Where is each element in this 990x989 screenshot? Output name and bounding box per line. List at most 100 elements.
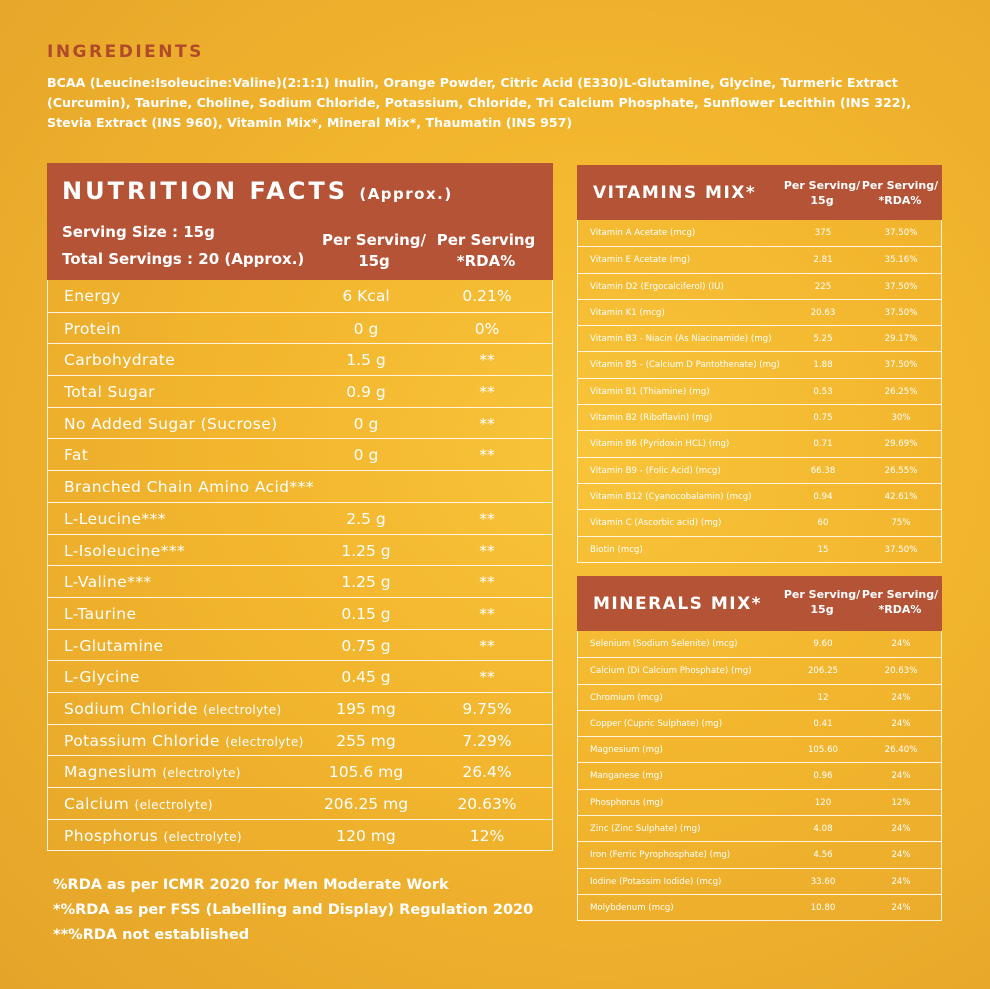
nutrient-rda: ** (479, 541, 495, 560)
vitamin-rda: 37.50% (884, 307, 918, 318)
nutrient-label: L-Glycine (64, 668, 140, 687)
nutrition-row: Magnesium (electrolyte) 105.6 mg 26.4% (48, 755, 552, 787)
nutrient-label: Potassium Chloride (64, 731, 226, 750)
nutrition-title-text: NUTRITION FACTS (62, 177, 348, 205)
nutrient-name: L-Glutamine (64, 637, 163, 655)
vitamin-rda: 37.50% (884, 360, 918, 371)
mineral-row: Manganese (mg) 0.96 24% (578, 762, 941, 788)
mineral-value: 9.60 (813, 639, 833, 649)
mineral-value: 206.25 (807, 666, 839, 677)
nutrient-note: (electrolyte) (163, 829, 242, 844)
nutrient-label: Magnesium (64, 763, 163, 782)
nutrition-facts-title: NUTRITION FACTS (Approx.) (62, 177, 453, 205)
nutrient-value: 1.25 g (341, 541, 391, 560)
nutrient-rda: ** (479, 414, 495, 433)
nutrient-rda: 0% (474, 319, 500, 338)
mineral-row: Magnesium (mg) 105.60 26.40% (578, 736, 941, 762)
vitamin-value: 0.71 (813, 439, 833, 450)
serving-info: Serving Size : 15g Total Servings : 20 (… (62, 219, 304, 273)
nutrition-row: Protein 0 g 0% (48, 311, 552, 344)
vitamin-row: Vitamin B12 (Cyanocobalamin) (mcg) 0.94 42… (578, 482, 941, 509)
nutrient-value: 255 mg (336, 731, 396, 750)
vitamin-rda: 35.16% (884, 255, 918, 266)
nutrient-rda: ** (479, 668, 495, 687)
nutrient-label: L-Glutamine (64, 636, 164, 655)
vitamin-rda: 29.17% (884, 334, 918, 345)
nutrient-rda: ** (479, 636, 495, 655)
nutrient-label: Protein (64, 319, 122, 338)
mineral-name: Copper (Cupric Sulphate) (mg) (590, 718, 723, 729)
nutrient-name: L-Leucine*** (64, 510, 166, 528)
vitamins-mix-table: VITAMINS MIX* Per Serving/ 15g Per Servi… (577, 165, 942, 563)
column-per-serving: Per Serving/ 15g (322, 231, 426, 270)
nutrient-label: L-Isoleucine*** (64, 541, 186, 560)
nutrient-name: Calcium (electrolyte) (64, 795, 213, 813)
vitamin-rda: 29.69% (884, 439, 918, 450)
nutrient-note: (electrolyte) (203, 702, 282, 717)
nutrition-rows: Energy 6 Kcal 0.21% Protein 0 g 0% Carbohydrat… (47, 280, 553, 852)
nutrient-label: Phosphorus (64, 826, 164, 845)
nutrient-label: L-Leucine*** (64, 509, 166, 528)
vitamin-row: Vitamin E Acetate (mg) 2.81 35.16% (578, 246, 941, 272)
minerals-mix-table: MINERALS MIX* Per Serving/ 15g Per Servi… (577, 576, 942, 922)
nutrient-name: Phosphorus (electrolyte) (64, 827, 242, 845)
nutrient-name: L-Valine*** (64, 573, 152, 591)
footnote-1: %RDA as per ICMR 2020 for Men Moderate W… (53, 877, 449, 893)
mineral-value: 0.96 (813, 771, 833, 782)
mineral-value: 33.60 (810, 876, 836, 887)
mineral-value: 0.41 (813, 718, 833, 729)
vitamin-rda: 75% (891, 518, 911, 529)
mineral-name: Molybdenum (mcg) (590, 902, 674, 913)
mineral-name: Iron (Ferric Pyrophosphate) (mg) (590, 850, 731, 861)
nutrient-rda: ** (479, 383, 495, 402)
nutrient-name: Fat (64, 446, 88, 464)
nutrient-value: 0.9 g (346, 383, 386, 402)
vitamin-name: Vitamin B2 (Riboflavin) (mg) (590, 413, 713, 424)
vitamins-rows: Vitamin A Acetate (mcg) 375 37.50% Vitamin … (577, 220, 942, 563)
nutrition-row: L-Leucine*** 2.5 g ** (48, 501, 552, 534)
mineral-name: Iodine (Potassim Iodide) (mcg) (590, 876, 722, 887)
mineral-row: Molybdenum (mcg) 10.80 24% (578, 893, 941, 920)
nutrition-row: Branched Chain Amino Acid*** (48, 470, 552, 502)
mineral-rda: 24% (891, 824, 911, 835)
vitamin-rda: 37.50% (884, 228, 918, 238)
column-rda: Per Serving *RDA% (436, 231, 536, 270)
nutrient-name: Potassium Chloride (electrolyte) (64, 732, 304, 750)
nutrient-note: (electrolyte) (225, 734, 304, 749)
nutrient-note: (electrolyte) (162, 766, 241, 781)
minerals-mix-header: MINERALS MIX* Per Serving/ 15g Per Servi… (577, 576, 942, 631)
nutrient-label: Branched Chain Amino Acid*** (64, 478, 314, 497)
nutrient-value: 0 g (353, 414, 379, 433)
nutrient-label: L-Taurine (64, 604, 137, 623)
vitamin-row: Biotin (mcg) 15 37.50% (578, 535, 941, 562)
nutrient-name: Branched Chain Amino Acid*** (64, 478, 314, 496)
nutrition-row: Phosphorus (electrolyte) 120 mg 12% (48, 818, 552, 851)
mineral-value: 105.60 (807, 745, 839, 756)
nutrient-value: 120 mg (336, 826, 396, 845)
nutrient-label: L-Valine*** (64, 573, 152, 592)
nutrient-value: 206.25 mg (323, 795, 409, 813)
nutrient-name: Total Sugar (64, 383, 155, 401)
ingredients-text: BCAA (Leucine:Isoleucine:Valine)(2:1:1) … (47, 75, 912, 130)
nutrient-value: 0.75 g (341, 636, 391, 655)
minerals-col-rda: Per Serving/ *RDA% (861, 588, 939, 616)
vitamins-mix-title: VITAMINS MIX* (593, 183, 757, 203)
vitamin-row: Vitamin B6 (Pyridoxin HCL) (mg) 0.71 29.69… (578, 430, 941, 456)
vitamin-row: Vitamin B1 (Thiamine) (mg) 0.53 26.25% (578, 377, 941, 404)
nutrition-row: L-Isoleucine*** 1.25 g ** (48, 533, 552, 566)
mineral-row: Calcium (Di Calcium Phosphate) (mg) 206.2… (578, 657, 941, 683)
mineral-row: Phosphorus (mg) 120 12% (578, 788, 941, 815)
vitamin-rda: 42.61% (884, 491, 918, 502)
vitamins-col-per-serving: Per Serving/ 15g (783, 179, 861, 207)
nutrient-name: Carbohydrate (64, 351, 175, 369)
nutrient-rda: 0.21% (462, 287, 512, 305)
mineral-name: Chromium (mcg) (590, 692, 663, 703)
nutrition-facts-header: NUTRITION FACTS (Approx.) Serving Size :… (47, 163, 553, 280)
mineral-row: Selenium (Sodium Selenite) (mcg) 9.60 24% (578, 631, 941, 657)
serving-size: Serving Size : 15g (62, 223, 215, 241)
mineral-row: Copper (Cupric Sulphate) (mg) 0.41 24% (578, 709, 941, 736)
nutrition-row: Calcium (electrolyte) 206.25 mg 20.63% (48, 787, 552, 819)
mineral-rda: 24% (891, 876, 911, 887)
nutrient-note: (electrolyte) (134, 798, 214, 812)
vitamin-value: 2.81 (813, 255, 833, 266)
